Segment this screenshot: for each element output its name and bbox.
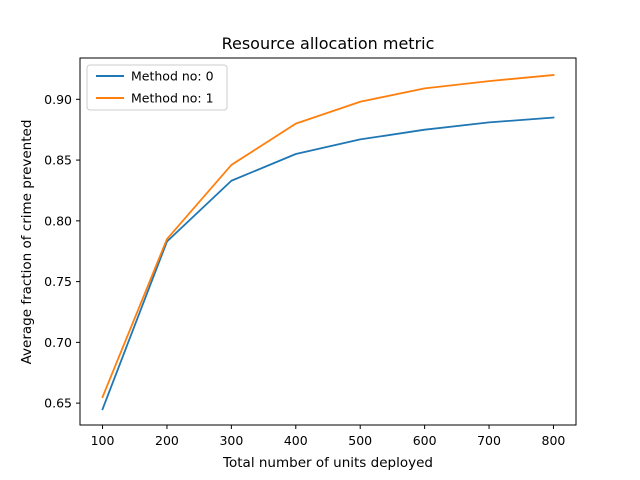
x-tick-label: 200 [155,433,179,448]
x-tick-label: 800 [542,433,566,448]
series-layer [101,74,555,411]
y-tick-label: 0.70 [44,335,72,350]
legend-label-method-0: Method no: 0 [131,69,214,84]
x-axis-ticks: 100 200 300 400 500 600 700 800 [91,425,566,448]
x-tick-label: 500 [348,433,372,448]
y-tick-label: 0.85 [44,153,72,168]
y-axis-ticks: 0.65 0.70 0.75 0.80 0.85 0.90 [44,92,80,411]
y-tick-label: 0.80 [44,213,72,228]
y-tick-label: 0.65 [44,396,72,411]
y-tick-label: 0.90 [44,92,72,107]
x-tick-label: 400 [284,433,308,448]
series-line-method-0 [101,116,555,411]
y-tick-label: 0.75 [44,274,72,289]
x-tick-label: 700 [477,433,501,448]
x-tick-label: 100 [91,433,115,448]
plot-frame [79,57,577,426]
legend: Method no: 0 Method no: 1 [86,64,228,111]
series-line-method-1 [101,74,555,399]
chart-title: Resource allocation metric [222,34,435,53]
x-axis-label: Total number of units deployed [222,455,433,471]
legend-label-method-1: Method no: 1 [131,91,214,106]
x-tick-label: 300 [219,433,243,448]
y-axis-label: Average fraction of crime prevented [19,120,35,365]
x-tick-label: 600 [413,433,437,448]
